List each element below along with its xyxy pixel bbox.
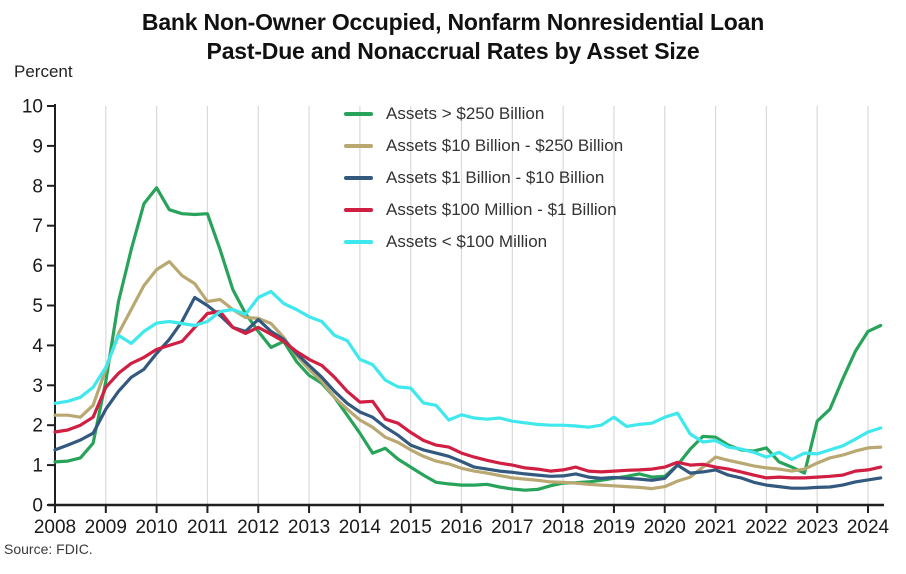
legend-label-3: Assets $100 Million - $1 Billion — [386, 200, 617, 219]
legend-swatch-2 — [344, 176, 373, 180]
x-tick-label-2022: 2022 — [745, 517, 787, 538]
y-tick-label-9: 9 — [32, 136, 43, 157]
series-line-1 — [53, 260, 883, 491]
legend-swatch-4 — [344, 240, 373, 244]
legend-item-1: Assets $10 Billion - $250 Billion — [344, 130, 623, 162]
legend-label-1: Assets $10 Billion - $250 Billion — [386, 136, 624, 155]
legend-item-2: Assets $1 Billion - $10 Billion — [344, 162, 623, 194]
x-tick-label-2024: 2024 — [847, 517, 890, 538]
x-tick-label-2010: 2010 — [135, 517, 177, 538]
x-tick-label-2013: 2013 — [288, 517, 330, 538]
y-tick-label-0: 0 — [32, 496, 43, 517]
y-tick-label-8: 8 — [32, 176, 43, 197]
y-tick-label-4: 4 — [32, 336, 43, 357]
series-line-4 — [53, 289, 883, 462]
y-tick-label-1: 1 — [32, 456, 43, 477]
x-tick-label-2018: 2018 — [542, 517, 584, 538]
x-tick-label-2011: 2011 — [187, 517, 228, 538]
chart-title-line1: Bank Non-Owner Occupied, Nonfarm Nonresi… — [141, 9, 765, 35]
x-tick-label-2014: 2014 — [339, 517, 382, 538]
x-tick-label-2016: 2016 — [440, 517, 482, 538]
legend-label-4: Assets < $100 Million — [386, 232, 548, 251]
y-tick-label-2: 2 — [32, 416, 43, 437]
chart-legend: Assets > $250 Billion Assets $10 Billion … — [344, 98, 623, 258]
legend-item-0: Assets > $250 Billion — [344, 98, 623, 130]
y-tick-label-6: 6 — [32, 256, 43, 277]
series-line-3 — [53, 309, 883, 480]
legend-swatch-3 — [344, 208, 373, 212]
x-tick-label-2012: 2012 — [237, 517, 279, 538]
chart-title: Bank Non-Owner Occupied, Nonfarm Nonresi… — [0, 8, 906, 66]
x-tick-label-2008: 2008 — [34, 517, 76, 538]
legend-item-3: Assets $100 Million - $1 Billion — [344, 194, 623, 226]
source-note: Source: FDIC. — [4, 541, 93, 557]
x-tick-label-2015: 2015 — [390, 517, 432, 538]
y-tick-label-7: 7 — [32, 216, 43, 237]
x-tick-label-2021: 2021 — [694, 517, 736, 538]
chart-title-line2: Past-Due and Nonaccrual Rates by Asset S… — [206, 38, 700, 64]
legend-item-4: Assets < $100 Million — [344, 226, 623, 258]
y-axis-unit-label: Percent — [14, 62, 73, 81]
legend-swatch-1 — [344, 144, 373, 148]
legend-label-2: Assets $1 Billion - $10 Billion — [386, 168, 605, 187]
y-tick-label-10: 10 — [22, 97, 43, 118]
x-tick-label-2019: 2019 — [593, 517, 635, 538]
series-line-2 — [53, 295, 883, 490]
x-tick-label-2020: 2020 — [644, 517, 686, 538]
legend-swatch-0 — [344, 112, 373, 116]
x-tick-label-2017: 2017 — [491, 517, 533, 538]
y-tick-label-5: 5 — [32, 296, 43, 317]
x-tick-label-2023: 2023 — [796, 517, 838, 538]
y-tick-label-3: 3 — [32, 376, 43, 397]
x-tick-label-2009: 2009 — [85, 517, 127, 538]
legend-label-0: Assets > $250 Billion — [386, 104, 545, 123]
